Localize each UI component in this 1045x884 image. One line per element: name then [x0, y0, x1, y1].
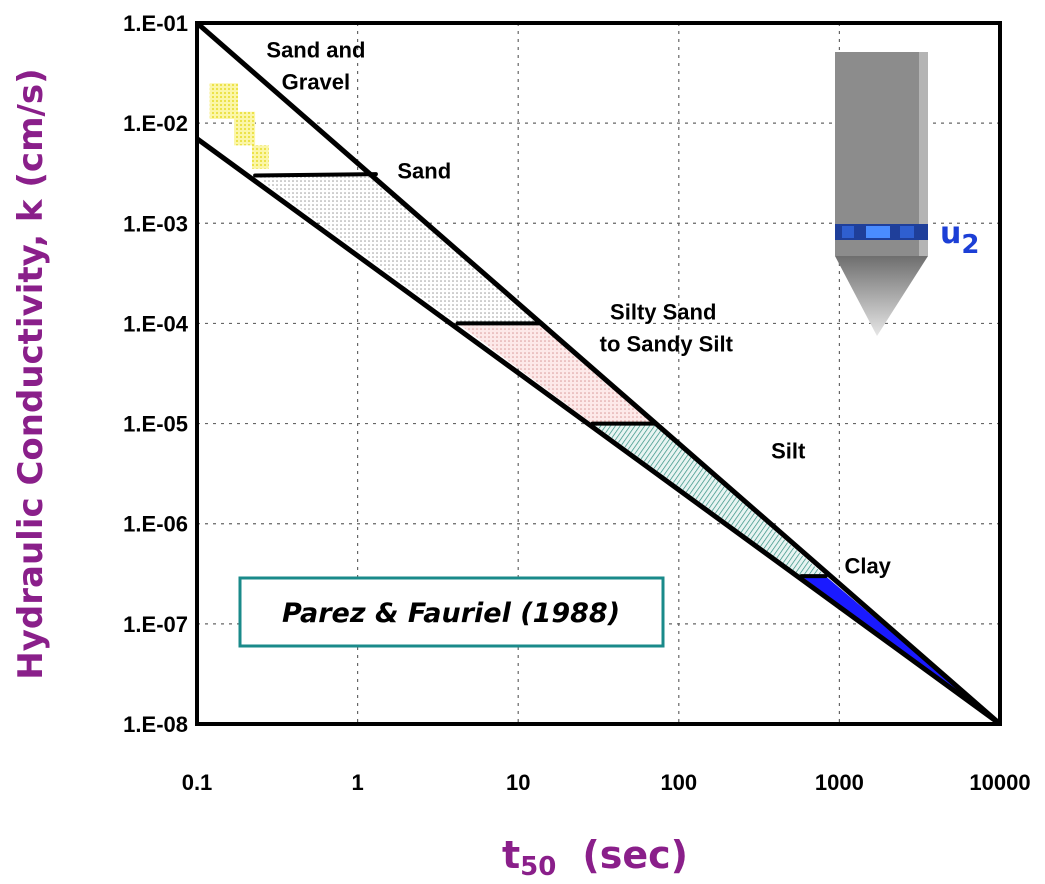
- probe-body: [835, 52, 919, 256]
- probe-u2-label: u2: [940, 216, 979, 260]
- y-tick-label: 1.E-07: [123, 612, 188, 637]
- y-tick-labels: 1.E-08 1.E-07 1.E-06 1.E-05 1.E-04 1.E-03 1.E-…: [123, 11, 189, 737]
- zone-labels: Sand and Gravel Sand Silty Sand to Sandy Si…: [266, 38, 891, 579]
- probe-cone-tip: [835, 256, 928, 336]
- plot-frame: [195, 21, 1002, 726]
- y-tick-label: 1.E-04: [123, 311, 189, 336]
- y-tick-label: 1.E-06: [123, 512, 188, 537]
- x-axis-title: t50 (sec): [502, 833, 688, 882]
- zone-label: Silty Sand to Sandy Silt: [594, 299, 734, 356]
- reference-box-frame: [238, 576, 665, 648]
- x-tick-label: 1000: [815, 770, 864, 795]
- zone-silty-sand-to-sandy-silt: [457, 323, 654, 424]
- y-tick-label: 1.E-02: [123, 111, 188, 136]
- x-tick-label: 100: [660, 770, 697, 795]
- reference-text: Parez & Fauriel (1988): [282, 598, 620, 629]
- reference-box: Parez & Fauriel (1988): [238, 576, 665, 648]
- zone-label: Silt: [771, 438, 806, 463]
- zone-sand-and-gravel: [209, 83, 269, 169]
- zone-label: Clay: [844, 553, 891, 578]
- x-tick-label: 1: [351, 770, 363, 795]
- y-tick-label: 1.E-08: [123, 712, 188, 737]
- x-tick-label: 10000: [969, 770, 1030, 795]
- x-tick-label: 0.1: [182, 770, 213, 795]
- zone-label: Sand: [397, 159, 451, 184]
- cone-probe-illustration: u2: [835, 52, 979, 336]
- x-tick-label: 10: [506, 770, 530, 795]
- zone-silt: [592, 423, 826, 577]
- zone-label: Sand and Gravel: [266, 38, 365, 95]
- upper-envelope-line: [195, 21, 1002, 726]
- zone-sand: [255, 175, 542, 324]
- y-axis-title: Hydraulic Conductivity, k (cm/s): [11, 68, 51, 679]
- y-tick-label: 1.E-05: [123, 412, 188, 437]
- zone-boundaries: [253, 172, 828, 579]
- probe-body-edge: [919, 52, 928, 256]
- y-tick-label: 1.E-01: [123, 11, 188, 36]
- zone-boundary-line: [253, 172, 378, 178]
- envelope-lines: [195, 21, 1002, 727]
- y-tick-label: 1.E-03: [123, 211, 188, 236]
- lower-envelope-line: [195, 136, 1002, 727]
- x-tick-labels: 0.1 1 10 100 1000 10000: [182, 770, 1031, 795]
